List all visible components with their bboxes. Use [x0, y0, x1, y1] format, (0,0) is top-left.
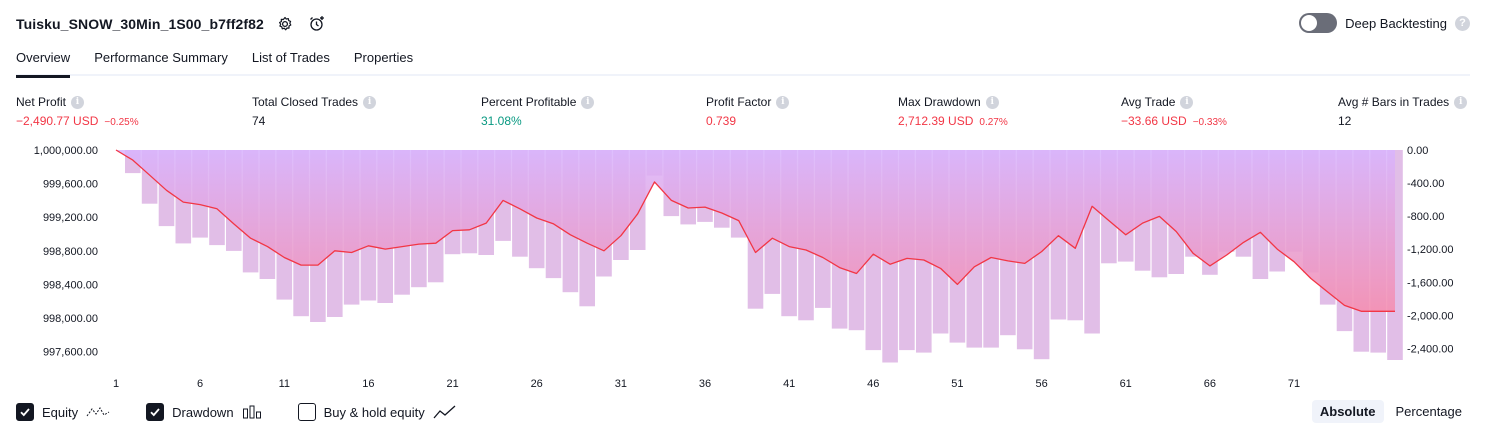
x-tick-label: 11: [279, 378, 290, 390]
info-icon[interactable]: i: [1454, 95, 1468, 109]
x-tick-label: 6: [197, 378, 203, 390]
metric-label: Avg # Bars in Trades: [1338, 95, 1450, 109]
y-left-tick-label: 999,200.00: [43, 212, 98, 224]
info-icon[interactable]: i: [1180, 95, 1194, 109]
x-tick-label: 41: [783, 378, 795, 390]
metric-value: −33.66 USD: [1121, 114, 1187, 128]
tab-overview[interactable]: Overview: [16, 44, 71, 78]
metric-max-drawdown: Max Drawdown i 2,712.39 USD 0.27%: [898, 94, 1008, 128]
equity-area: [116, 150, 1395, 312]
x-tick-label: 66: [1204, 378, 1216, 390]
x-tick-label: 56: [1035, 378, 1047, 390]
drawdown-bars-icon: [242, 405, 261, 419]
metric-label: Percent Profitable: [481, 95, 577, 109]
strategy-title: Tuisku_SNOW_30Min_1S00_b7ff2f82: [16, 16, 264, 32]
toggle-knob: [1301, 15, 1318, 31]
report-tabs: Overview Performance Summary List of Tra…: [16, 44, 1470, 78]
x-tick-label: 51: [951, 378, 963, 390]
x-tick-label: 26: [531, 378, 543, 390]
info-icon[interactable]: i: [71, 95, 85, 109]
y-right-tick-label: -2,000.00: [1407, 310, 1453, 322]
y-right-tick-label: -1,600.00: [1407, 277, 1453, 289]
x-tick-label: 21: [446, 378, 458, 390]
metric-value: 0.739: [706, 114, 737, 128]
metric-avg-trade: Avg Trade i −33.66 USD −0.33%: [1121, 94, 1227, 128]
metric-label: Profit Factor: [706, 95, 772, 109]
metric-label: Avg Trade: [1121, 95, 1176, 109]
percentage-button[interactable]: Percentage: [1395, 404, 1463, 419]
equity-label: Equity: [42, 404, 79, 420]
trend-line-icon: [433, 405, 456, 419]
buy-hold-checkbox[interactable]: [297, 403, 316, 421]
tab-performance-summary[interactable]: Performance Summary: [94, 50, 228, 65]
buy-hold-label: Buy & hold equity: [323, 404, 425, 420]
metric-total-closed-trades: Total Closed Trades i 74: [252, 94, 377, 128]
add-alert-icon[interactable]: [306, 13, 328, 35]
equity-checkbox[interactable]: [16, 403, 34, 421]
x-tick-label: 1: [113, 378, 119, 390]
help-icon[interactable]: ?: [1455, 15, 1470, 31]
x-tick-label: 36: [699, 378, 711, 390]
metric-label: Total Closed Trades: [252, 95, 359, 109]
chart-legend: Equity Drawdown Buy & hold equity: [16, 403, 493, 421]
y-right-tick-label: -800.00: [1407, 211, 1444, 223]
metric-value: −2,490.77 USD: [16, 114, 99, 128]
y-left-tick-label: 998,000.00: [43, 313, 98, 325]
x-tick-label: 71: [1288, 378, 1300, 390]
info-icon[interactable]: i: [581, 95, 595, 109]
info-icon[interactable]: i: [363, 95, 377, 109]
x-tick-label: 61: [1120, 378, 1132, 390]
tab-properties[interactable]: Properties: [353, 50, 414, 65]
y-left-tick-label: 998,800.00: [43, 246, 98, 258]
legend-buy-hold[interactable]: Buy & hold equity: [297, 403, 457, 421]
metric-value: 74: [252, 114, 266, 128]
y-left-tick-label: 998,400.00: [43, 279, 98, 291]
equity-line: [115, 149, 1395, 312]
y-right-tick-label: 0.00: [1407, 145, 1428, 157]
metric-value: 31.08%: [481, 114, 522, 128]
metric-label: Net Profit: [16, 95, 67, 109]
legend-equity[interactable]: Equity: [16, 403, 110, 421]
metric-value: 12: [1338, 114, 1352, 128]
drawdown-checkbox[interactable]: [146, 403, 165, 421]
strategy-header: Tuisku_SNOW_30Min_1S00_b7ff2f82: [16, 12, 328, 36]
metric-percent: −0.25%: [104, 117, 139, 128]
equity-line-icon: [86, 407, 110, 417]
info-icon[interactable]: i: [776, 95, 790, 109]
y-right-tick-label: -1,200.00: [1407, 244, 1453, 256]
metric-percent: 0.27%: [979, 117, 1008, 128]
y-left-tick-label: 1,000,000.00: [34, 145, 98, 157]
equity-drawdown-chart[interactable]: 1,000,000.00 999,600.00 999,200.00 998,800.…: [0, 138, 1486, 390]
deep-backtesting: Deep Backtesting ?: [1299, 13, 1470, 33]
metric-value: 2,712.39 USD: [898, 114, 974, 128]
x-tick-label: 31: [615, 378, 627, 390]
absolute-button[interactable]: Absolute: [1311, 400, 1384, 423]
y-left-tick-label: 999,600.00: [43, 179, 98, 191]
scale-mode-switch: Absolute Percentage: [1311, 400, 1470, 423]
tab-list-of-trades[interactable]: List of Trades: [251, 50, 330, 65]
deep-backtesting-label: Deep Backtesting: [1345, 15, 1447, 31]
metric-percent: −0.33%: [1192, 117, 1227, 128]
metric-net-profit: Net Profit i −2,490.77 USD −0.25%: [16, 94, 139, 128]
legend-drawdown[interactable]: Drawdown: [146, 403, 261, 421]
metric-profit-factor: Profit Factor i 0.739: [706, 94, 790, 128]
y-right-tick-label: -400.00: [1407, 178, 1444, 190]
y-right-tick-label: -2,400.00: [1407, 343, 1453, 355]
metric-label: Max Drawdown: [898, 95, 981, 109]
settings-icon[interactable]: [274, 13, 296, 35]
x-tick-label: 46: [867, 378, 879, 390]
drawdown-label: Drawdown: [172, 404, 234, 420]
info-icon[interactable]: i: [985, 95, 999, 109]
deep-backtesting-toggle[interactable]: [1299, 13, 1338, 33]
metric-avg-bars: Avg # Bars in Trades i 12: [1338, 94, 1468, 128]
x-tick-label: 16: [362, 378, 374, 390]
y-left-tick-label: 997,600.00: [43, 347, 98, 359]
metric-percent-profitable: Percent Profitable i 31.08%: [481, 94, 595, 128]
